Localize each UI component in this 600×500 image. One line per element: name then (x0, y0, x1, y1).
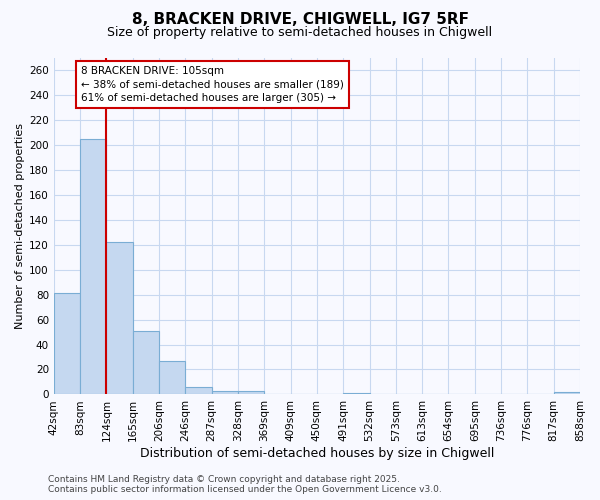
X-axis label: Distribution of semi-detached houses by size in Chigwell: Distribution of semi-detached houses by … (140, 447, 494, 460)
Bar (343, 393, 370, 394)
Y-axis label: Number of semi-detached properties: Number of semi-detached properties (15, 123, 25, 329)
Bar (554, 392, 580, 394)
Text: Contains HM Land Registry data © Crown copyright and database right 2025.
Contai: Contains HM Land Registry data © Crown c… (48, 474, 442, 494)
Bar (54, 294, 80, 394)
Bar (106, 242, 133, 394)
Bar (185, 387, 212, 394)
Text: 8 BRACKEN DRIVE: 105sqm
← 38% of semi-detached houses are smaller (189)
61% of s: 8 BRACKEN DRIVE: 105sqm ← 38% of semi-de… (82, 66, 344, 102)
Text: 8, BRACKEN DRIVE, CHIGWELL, IG7 5RF: 8, BRACKEN DRIVE, CHIGWELL, IG7 5RF (131, 12, 469, 28)
Bar (212, 390, 238, 394)
Bar (80, 138, 106, 394)
Text: Size of property relative to semi-detached houses in Chigwell: Size of property relative to semi-detach… (107, 26, 493, 39)
Bar (159, 361, 185, 394)
Bar (238, 390, 264, 394)
Bar (133, 331, 159, 394)
